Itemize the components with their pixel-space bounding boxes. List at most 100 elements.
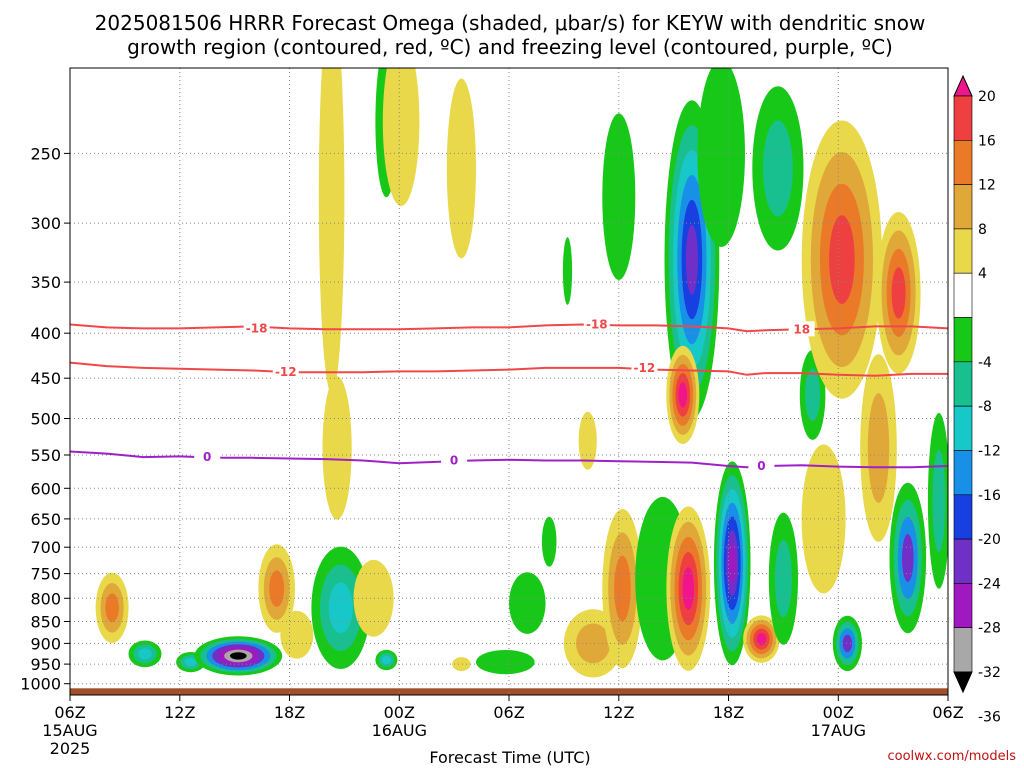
x-tick-year-0: 2025: [50, 739, 91, 758]
omega-cell-33-level-16: [829, 215, 855, 304]
y-tick-label-450: 450: [30, 369, 61, 388]
x-tick-label-3: 00Z: [384, 703, 415, 722]
omega-shading: [95, 68, 948, 678]
contour-label-bg-2: [788, 321, 815, 337]
contour-label-bg-3: [272, 364, 299, 380]
y-tick-label-400: 400: [30, 324, 61, 343]
omega-cell-14-level-4: [452, 657, 471, 672]
x-tick-label-4: 06Z: [493, 703, 524, 722]
contour-line-1: [70, 361, 948, 377]
y-tick-label-300: 300: [30, 214, 61, 233]
x-tick-label-2: 18Z: [274, 703, 305, 722]
contour-label-bg-1: [583, 316, 610, 332]
contour-label-0: -18: [246, 321, 268, 335]
colorbar-label-2: 12: [978, 178, 996, 194]
y-tick-label-250: 250: [30, 144, 61, 163]
y-tick-label-550: 550: [30, 446, 61, 465]
omega-cell-15-level--4: [476, 650, 535, 675]
contour-label-5: 0: [203, 450, 211, 464]
chart-title-line1: 2025081506 HRRR Forecast Omega (shaded, …: [95, 11, 926, 35]
y-tick-label-1000: 1000: [20, 675, 61, 694]
omega-cell-26-level-20: [682, 567, 694, 610]
omega-cell-7-level-4: [318, 68, 345, 394]
colorbar-label-5: -4: [978, 355, 992, 371]
contour-labels: -18 -18 18 -12 -12 0 0 0: [194, 316, 815, 473]
colorbar-bin-8: [953, 405, 973, 451]
omega-cell-25-level-20: [678, 382, 688, 408]
omega-cell-19-level-4: [578, 411, 597, 470]
colorbar-label-8: -16: [978, 488, 1001, 504]
colorbar: 20 16 12 8 4 -4 -8 -12 -16 -20 -24 -28 -32 -36: [953, 74, 1001, 725]
omega-cell-1-level--12: [138, 648, 152, 660]
colorbar-label-0: 20: [978, 89, 996, 105]
y-tick-label-600: 600: [30, 479, 61, 498]
omega-cell-20-level-8: [576, 623, 611, 664]
omega-cell-16-level--4: [509, 572, 546, 634]
colorbar-bin-7: [953, 361, 973, 407]
colorbar-bin-1: [953, 95, 973, 141]
colorbar-bin-5: [953, 272, 973, 318]
colorbar-bin-12: [953, 583, 973, 629]
credit-label: coolwx.com/models: [887, 749, 1016, 764]
omega-cell-36-level-8: [867, 393, 890, 503]
contour-label-bg-4: [631, 359, 658, 375]
colorbar-bin-9: [953, 450, 973, 496]
x-tick-label-5: 12Z: [603, 703, 634, 722]
contour-label-6: 0: [450, 454, 458, 468]
colorbar-label-6: -8: [978, 399, 992, 415]
y-tick-label-950: 950: [30, 655, 61, 674]
contour-label-bg-5: [194, 449, 221, 465]
y-tick-label-800: 800: [30, 589, 61, 608]
omega-cell-38-level--24: [902, 534, 914, 582]
omega-cell-4-level-12: [269, 570, 285, 607]
colorbar-bottom-arrow: [953, 671, 973, 694]
omega-cell-17-level--4: [541, 516, 557, 567]
omega-cell-5-level-4: [280, 610, 314, 659]
colorbar-bin-2: [953, 140, 973, 185]
y-tick-label-700: 700: [30, 538, 61, 557]
colorbar-label-12: -32: [978, 665, 1001, 681]
x-tick-label-7: 00Z: [823, 703, 854, 722]
omega-cell-13-level-4: [446, 78, 476, 259]
omega-cell-35-level--24: [842, 634, 853, 653]
omega-cell-27-level--4: [697, 68, 745, 247]
colorbar-label-7: -12: [978, 444, 1001, 460]
contour-label-4: -12: [634, 361, 656, 375]
omega-cell-37-level-16: [891, 267, 906, 319]
y-tick-label-750: 750: [30, 565, 61, 584]
x-tick-label-0: 06Z: [54, 703, 85, 722]
contour-label-7: 0: [757, 459, 765, 473]
y-tick-label-500: 500: [30, 410, 61, 429]
omega-cell-18-level--4: [562, 237, 573, 305]
omega-cell-2-level--12: [184, 657, 197, 667]
terrain-strip: [70, 688, 948, 695]
colorbar-bin-6: [953, 317, 973, 363]
x-tick-date-7: 17AUG: [811, 721, 866, 740]
colorbar-label-1: 16: [978, 133, 996, 149]
contour-label-1: -18: [586, 318, 608, 332]
omega-cell-22-level-12: [614, 555, 631, 622]
contour-label-2: 18: [793, 322, 810, 336]
omega-cell-30-level--8: [763, 120, 793, 217]
colorbar-bin-3: [953, 184, 973, 230]
omega-cell-8-level-4: [322, 376, 352, 520]
omega-cell-3-level--36: [230, 652, 247, 660]
colorbar-top-arrow: [953, 74, 973, 97]
omega-cell-24-level--24: [685, 224, 698, 295]
y-axis: 250 300 350 400 450 500 550 600 650 700 750 800 850 9…: [20, 144, 70, 694]
grid-lines: [70, 68, 948, 695]
colorbar-label-3: 8: [978, 222, 987, 238]
omega-cell-34-level-4: [801, 444, 846, 594]
y-tick-label-900: 900: [30, 634, 61, 653]
omega-cell-32-level--8: [805, 368, 821, 422]
y-tick-label-350: 350: [30, 273, 61, 292]
omega-cell-29-level-20: [756, 633, 767, 646]
colorbar-label-4: 4: [978, 266, 987, 282]
x-tick-label-8: 06Z: [932, 703, 963, 722]
x-tick-label-6: 18Z: [713, 703, 744, 722]
omega-cell-11-level-4: [382, 68, 420, 206]
x-tick-date-0: 15AUG: [42, 721, 97, 740]
terrain-layer: [70, 688, 948, 695]
x-axis-label: Forecast Time (UTC): [429, 748, 590, 767]
